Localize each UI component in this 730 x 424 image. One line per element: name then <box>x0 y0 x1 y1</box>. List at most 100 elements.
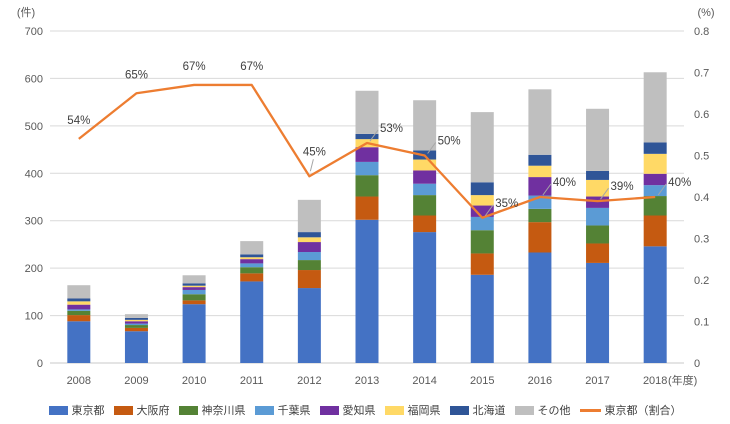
x-tick-label: 2015 <box>470 375 494 387</box>
bar-segment-大阪府-2013 <box>355 196 379 220</box>
legend-label: その他 <box>537 405 571 417</box>
legend-swatch-愛知県 <box>319 405 339 415</box>
ratio-label: 40% <box>553 177 576 189</box>
bar-segment-その他-2016 <box>528 89 552 155</box>
legend-label: 大阪府 <box>136 405 170 417</box>
bar-segment-千葉県-2010 <box>182 289 206 295</box>
left-tick-label: 200 <box>25 263 43 275</box>
bar-segment-その他-2012 <box>297 199 321 233</box>
ratio-label: 54% <box>67 115 90 127</box>
right-tick-label: 0.8 <box>694 26 709 38</box>
bar-segment-千葉県-2008 <box>67 309 91 311</box>
legend-label: 北海道 <box>472 405 506 417</box>
bar-segment-福岡県-2016 <box>528 165 552 178</box>
bar-segment-福岡県-2011 <box>240 257 264 260</box>
legend-swatch-北海道 <box>449 405 469 415</box>
bar-segment-神奈川県-2017 <box>586 225 610 244</box>
legend-swatch-大阪府 <box>113 405 133 415</box>
x-axis-suffix: (年度) <box>668 373 697 387</box>
bar-segment-その他-2015 <box>470 112 494 183</box>
x-tick-label: 2017 <box>585 375 609 387</box>
left-tick-label: 400 <box>25 168 43 180</box>
legend-item: 北海道 <box>449 402 506 418</box>
bar-segment-東京都-2016 <box>528 252 552 363</box>
bar-segment-北海道-2013 <box>355 133 379 140</box>
bar-segment-神奈川県-2011 <box>240 267 264 274</box>
bar-segment-その他-2013 <box>355 90 379 134</box>
bar-segment-北海道-2010 <box>182 283 206 286</box>
legend-item: 東京都 <box>48 402 105 418</box>
legend-item: その他 <box>514 402 571 418</box>
bar-segment-大阪府-2012 <box>297 270 321 289</box>
right-tick-label: 0.7 <box>694 68 709 80</box>
legend-swatch-東京都 <box>48 405 68 415</box>
label-leader-line <box>484 204 494 217</box>
bar-segment-神奈川県-2018 <box>643 196 667 216</box>
legend-label: 東京都（割合） <box>604 405 682 417</box>
bar-segment-千葉県-2014 <box>413 183 437 196</box>
right-tick-label: 0.4 <box>694 192 709 204</box>
bar-segment-東京都-2014 <box>413 232 437 363</box>
bar-segment-北海道-2009 <box>124 317 148 320</box>
bar-segment-その他-2009 <box>124 314 148 318</box>
legend-label: 神奈川県 <box>201 405 246 417</box>
bar-segment-愛知県-2011 <box>240 259 264 264</box>
legend-item: 福岡県 <box>384 402 441 418</box>
right-tick-label: 0.5 <box>694 151 709 163</box>
ratio-label: 65% <box>125 69 148 81</box>
legend-swatch-その他 <box>514 405 534 415</box>
ratio-label: 53% <box>380 123 403 135</box>
bar-segment-東京都-2009 <box>124 331 148 363</box>
bar-segment-大阪府-2016 <box>528 222 552 253</box>
bar-segment-愛知県-2010 <box>182 287 206 290</box>
legend-item: 大阪府 <box>113 402 170 418</box>
ratio-label: 67% <box>240 61 263 73</box>
bar-segment-東京都-2011 <box>240 281 264 363</box>
bar-segment-北海道-2018 <box>643 142 667 154</box>
ratio-label: 40% <box>668 177 691 189</box>
left-tick-label: 600 <box>25 73 43 85</box>
ratio-label: 39% <box>611 181 634 193</box>
bar-segment-千葉県-2013 <box>355 161 379 176</box>
bar-segment-千葉県-2018 <box>643 185 667 197</box>
bar-segment-愛知県-2012 <box>297 242 321 253</box>
right-tick-label: 0.2 <box>694 275 709 287</box>
bar-segment-千葉県-2012 <box>297 252 321 261</box>
bar-segment-東京都-2015 <box>470 274 494 363</box>
bar-segment-大阪府-2008 <box>67 315 91 322</box>
left-axis-title: (件) <box>17 6 35 19</box>
bar-segment-東京都-2012 <box>297 288 321 363</box>
chart-legend: 東京都 大阪府 神奈川県 千葉県 愛知県 福岡県 北海道 その他 東京都（割合） <box>0 398 730 422</box>
right-tick-label: 0.6 <box>694 109 709 121</box>
bar-segment-神奈川県-2016 <box>528 208 552 223</box>
bar-segment-神奈川県-2009 <box>124 325 148 328</box>
right-tick-label: 0.3 <box>694 234 709 246</box>
bar-segment-福岡県-2012 <box>297 237 321 243</box>
bar-segment-神奈川県-2012 <box>297 260 321 271</box>
x-tick-label: 2008 <box>67 375 91 387</box>
legend-label: 愛知県 <box>342 405 376 417</box>
bar-segment-大阪府-2009 <box>124 327 148 332</box>
legend-label: 千葉県 <box>277 405 311 417</box>
chart-canvas: 0 100 200 300 400 500 600 700 (件) 0 0.1 0.2 0.3 0.4 0.… <box>17 6 715 387</box>
bar-segment-その他-2017 <box>586 108 610 171</box>
bar-segment-愛知県-2016 <box>528 177 552 196</box>
x-tick-label: 2009 <box>124 375 148 387</box>
x-tick-label: 2013 <box>355 375 379 387</box>
ratio-label: 35% <box>495 198 518 210</box>
legend-line-swatch <box>579 408 601 412</box>
x-tick-label: 2016 <box>528 375 552 387</box>
bar-segment-愛知県-2008 <box>67 304 91 310</box>
legend-item: 千葉県 <box>254 402 311 418</box>
left-tick-label: 100 <box>25 311 43 323</box>
legend-label: 福岡県 <box>407 405 441 417</box>
bar-segment-その他-2010 <box>182 275 206 284</box>
bar-segment-その他-2008 <box>67 285 91 299</box>
right-tick-label: 0.1 <box>694 317 709 329</box>
bar-segment-北海道-2015 <box>470 182 494 196</box>
ratio-label: 67% <box>183 61 206 73</box>
legend-item: 神奈川県 <box>178 402 246 418</box>
bar-segment-大阪府-2011 <box>240 273 264 282</box>
bar-segment-その他-2011 <box>240 241 264 255</box>
bar-segment-福岡県-2017 <box>586 179 610 197</box>
